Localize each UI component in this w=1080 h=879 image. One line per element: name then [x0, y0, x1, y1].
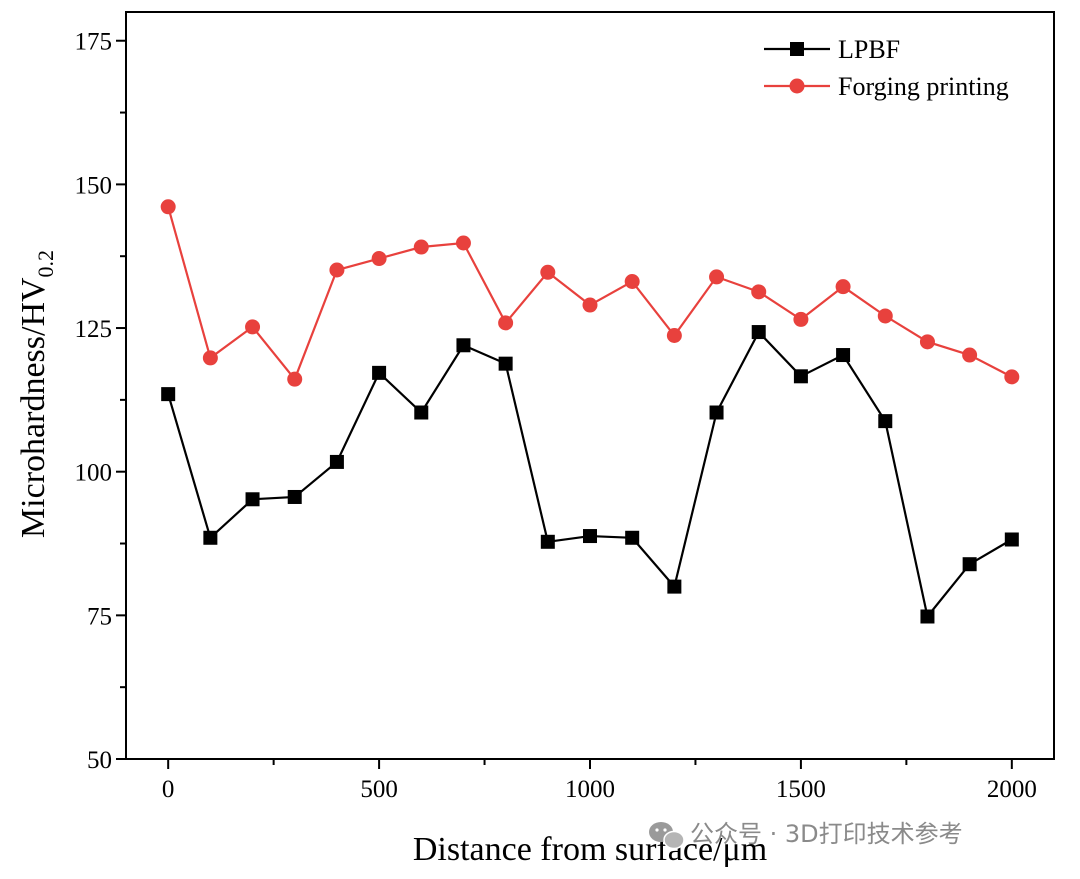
legend-label-lpbf: LPBF — [838, 35, 900, 64]
data-point-lpbf — [709, 405, 724, 420]
data-point-forging-printing — [1004, 369, 1020, 385]
data-point-forging-printing — [835, 279, 851, 295]
data-point-forging-printing — [413, 239, 429, 255]
data-point-lpbf — [920, 609, 935, 624]
x-tick-label: 1500 — [776, 776, 826, 803]
data-point-forging-printing — [287, 371, 303, 387]
y-axis-title-main: Microhardness/HV — [15, 277, 52, 538]
data-point-forging-printing — [202, 350, 218, 366]
plot-frame-group — [125, 11, 1055, 760]
series-line-forging-printing — [167, 206, 1013, 382]
data-point-lpbf — [498, 356, 513, 371]
data-point-forging-printing — [371, 251, 387, 267]
data-point-lpbf — [203, 530, 218, 545]
data-point-forging-printing — [709, 269, 725, 285]
x-axis-title: Distance from surface/μm — [413, 831, 767, 868]
data-point-forging-printing — [455, 235, 471, 251]
data-point-lpbf — [414, 405, 429, 420]
data-point-forging-printing — [666, 328, 682, 344]
plot-frame — [125, 11, 1055, 760]
data-point-forging-printing — [582, 297, 598, 313]
legend: LPBF Forging printing — [764, 35, 1009, 101]
data-point-lpbf — [161, 387, 176, 402]
data-point-forging-printing — [624, 273, 640, 289]
data-point-forging-printing — [919, 334, 935, 350]
data-point-forging-printing — [793, 311, 809, 327]
watermark: 公众号 · 3D打印技术参考 — [649, 820, 963, 850]
data-point-lpbf — [667, 579, 682, 594]
ticks-group: 50 75 100 125 150 175 0 500 1000 1500 2000 — [75, 29, 1037, 803]
data-point-forging-printing — [751, 284, 767, 300]
y-axis-title: Microhardness/HV0.2 — [15, 250, 58, 538]
data-point-lpbf — [329, 454, 344, 469]
legend-marker-lpbf — [790, 42, 804, 56]
y-axis-title-subscript: 0.2 — [33, 250, 58, 278]
data-point-lpbf — [751, 325, 766, 340]
series-forging-printing — [160, 199, 1020, 387]
data-point-forging-printing — [329, 262, 345, 278]
data-point-lpbf — [372, 365, 387, 380]
x-tick-label: 1000 — [565, 776, 615, 803]
data-point-lpbf — [245, 492, 260, 507]
data-point-lpbf — [793, 369, 808, 384]
series-group — [160, 199, 1020, 624]
y-tick-label: 175 — [75, 29, 113, 56]
data-point-lpbf — [540, 534, 555, 549]
data-point-forging-printing — [160, 199, 176, 215]
data-point-lpbf — [962, 557, 977, 572]
data-point-lpbf — [456, 338, 471, 353]
y-tick-label: 75 — [87, 603, 112, 630]
data-point-forging-printing — [245, 319, 261, 335]
data-point-forging-printing — [962, 347, 978, 363]
data-point-forging-printing — [877, 308, 893, 324]
wechat-icon — [649, 822, 685, 850]
legend-label-forging-printing: Forging printing — [838, 72, 1009, 101]
series-lpbf — [161, 325, 1019, 624]
y-tick-label: 100 — [75, 460, 113, 487]
x-tick-label: 0 — [162, 776, 175, 803]
data-point-lpbf — [836, 348, 851, 363]
y-tick-label: 150 — [75, 172, 113, 199]
x-tick-label: 500 — [360, 776, 398, 803]
y-tick-label: 125 — [75, 316, 113, 343]
legend-marker-forging-printing — [789, 78, 805, 94]
data-point-forging-printing — [540, 264, 556, 280]
data-point-lpbf — [878, 414, 893, 429]
data-point-forging-printing — [498, 315, 514, 331]
data-point-lpbf — [625, 530, 640, 545]
data-point-lpbf — [583, 529, 597, 544]
x-tick-label: 2000 — [987, 776, 1037, 803]
y-tick-label: 50 — [87, 747, 112, 774]
data-point-lpbf — [287, 489, 302, 504]
watermark-text: 公众号 · 3D打印技术参考 — [690, 820, 963, 848]
data-point-lpbf — [1004, 532, 1019, 547]
